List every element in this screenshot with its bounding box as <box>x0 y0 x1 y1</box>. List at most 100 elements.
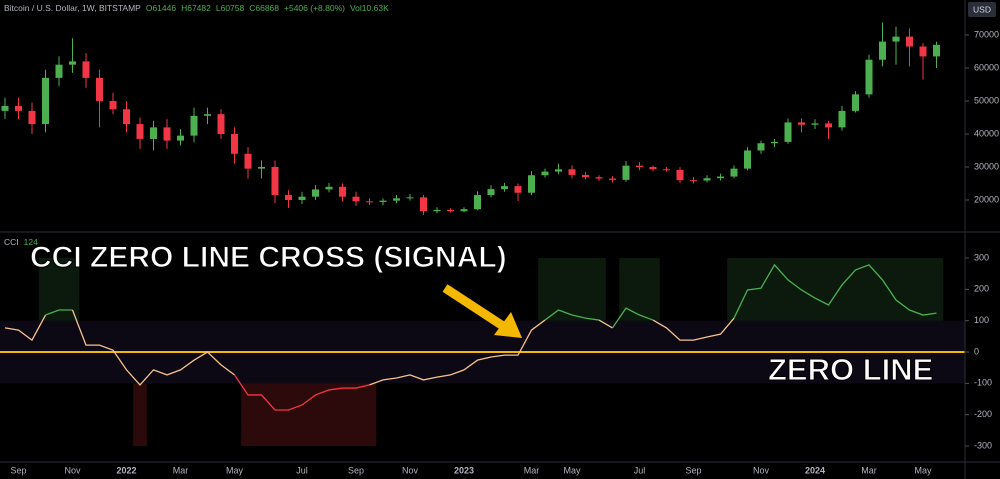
header-stat: Vol10.63K <box>350 3 389 13</box>
candle-body <box>55 64 63 78</box>
candle-body <box>109 100 117 110</box>
candle-body <box>879 41 886 60</box>
candle-body <box>420 197 427 212</box>
candle-body <box>15 105 22 111</box>
y-tick-label: 0 <box>974 346 979 356</box>
candle-body <box>744 150 751 169</box>
candle-body <box>771 141 778 144</box>
cci-line <box>544 309 600 321</box>
indicator-name: CCI <box>4 237 19 247</box>
x-tick-label: Nov <box>64 465 81 475</box>
main-layer: Sep Nov 2022 Mar May Jul Sep Nov 2023 Mar May Jul Se… <box>0 22 999 475</box>
candle-body <box>231 133 238 154</box>
overbought-zone <box>538 258 606 321</box>
x-tick-label: Mar <box>524 465 540 475</box>
candle-body <box>703 178 711 181</box>
candle-body <box>447 209 454 212</box>
candle-body <box>244 153 252 169</box>
cci-line <box>733 263 937 319</box>
zero-line-annotation: ZERO LINE <box>768 352 933 387</box>
header-stat: C66868 <box>249 3 279 13</box>
currency-badge[interactable] <box>968 2 996 17</box>
signal-arrow-shaft <box>442 284 506 330</box>
x-tick-label: May <box>914 465 932 475</box>
x-tick-label: Jul <box>634 465 646 475</box>
oversold-zone <box>241 383 377 446</box>
candle-body <box>42 77 49 125</box>
candle-body <box>433 209 441 212</box>
candle-body <box>784 122 792 142</box>
candle-body <box>609 178 616 180</box>
candle-body <box>825 123 832 128</box>
candle-body <box>1 105 9 111</box>
candle-body <box>568 169 576 175</box>
candle-body <box>366 201 373 203</box>
x-tick-label: 2024 <box>805 465 825 475</box>
y-tick-label: 20000 <box>974 194 999 204</box>
candle-body <box>514 186 522 193</box>
cci-line <box>598 319 613 329</box>
candle-body <box>757 143 765 151</box>
overbought-zone <box>727 258 944 321</box>
x-tick-label: Mar <box>861 465 877 475</box>
x-tick-label: Nov <box>753 465 770 475</box>
x-tick-label: 2022 <box>116 465 136 475</box>
cci-line <box>45 309 73 316</box>
candle-body <box>190 115 198 136</box>
signal-arrow-head <box>494 312 522 338</box>
candle-body <box>136 124 144 139</box>
y-tick-label: 100 <box>974 315 989 325</box>
cci-line <box>369 319 546 386</box>
candle-body <box>352 196 360 202</box>
x-tick-label: Sep <box>348 465 364 475</box>
candle-body <box>258 166 265 169</box>
candle-body <box>312 189 319 197</box>
candle-body <box>379 200 387 202</box>
candle-body <box>177 135 184 141</box>
overbought-zone <box>619 258 660 321</box>
candle-body <box>406 197 414 199</box>
x-tick-label: 2023 <box>454 465 474 475</box>
candle-body <box>690 180 697 182</box>
x-tick-label: Jul <box>296 465 308 475</box>
candle-body <box>271 166 279 196</box>
candle-body <box>28 110 36 125</box>
cci-line <box>4 314 47 342</box>
candle-body <box>285 195 292 200</box>
y-tick-label: -300 <box>974 440 992 450</box>
candle-body <box>622 165 630 180</box>
candle-body <box>919 46 927 57</box>
candle-body <box>798 122 805 125</box>
y-tick-label: 70000 <box>974 29 999 39</box>
candle-body <box>852 94 859 111</box>
header-stat: O61446 <box>146 3 177 13</box>
currency-label[interactable]: USD <box>973 4 991 14</box>
candle-body <box>298 196 306 200</box>
x-tick-label: May <box>563 465 581 475</box>
candle-body <box>636 165 643 167</box>
header-stat: L60758 <box>216 3 245 13</box>
candle-body <box>339 186 346 197</box>
candle-body <box>123 109 130 125</box>
candle-body <box>555 169 562 172</box>
indicator-value: 124 <box>24 237 38 247</box>
cci-line <box>71 309 235 386</box>
candle-body <box>906 36 913 47</box>
candle-body <box>595 177 603 179</box>
candle-body <box>325 186 333 190</box>
symbol-title: Bitcoin / U.S. Dollar, 1W, BITSTAMP <box>4 3 141 13</box>
candle-body <box>96 77 103 101</box>
y-tick-label: -100 <box>974 378 992 388</box>
candle-body <box>393 198 400 201</box>
candle-body <box>69 61 76 65</box>
candle-body <box>501 186 508 190</box>
cci-line <box>652 317 735 341</box>
candle-body <box>474 195 481 210</box>
symbol-header: Bitcoin / U.S. Dollar, 1W, BITSTAMP O6144… <box>4 3 389 13</box>
signal-annotation: CCI ZERO LINE CROSS (SIGNAL) <box>30 241 507 274</box>
candle-body <box>582 174 589 178</box>
candle-body <box>865 59 873 95</box>
y-tick-label: 50000 <box>974 95 999 105</box>
